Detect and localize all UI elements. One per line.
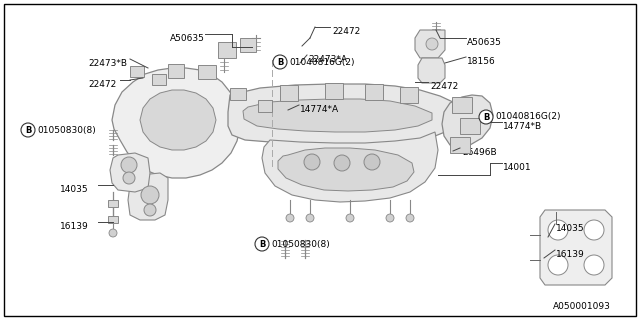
- Text: 22472: 22472: [88, 80, 116, 89]
- Bar: [168, 64, 184, 78]
- Bar: [450, 137, 470, 153]
- Polygon shape: [110, 153, 150, 192]
- Circle shape: [479, 110, 493, 124]
- Bar: [400, 87, 418, 103]
- Text: 01040816G(2): 01040816G(2): [495, 113, 561, 122]
- Polygon shape: [540, 210, 612, 285]
- Text: B: B: [25, 126, 31, 135]
- Text: 14035: 14035: [556, 224, 584, 233]
- Text: 18156: 18156: [467, 57, 496, 66]
- Polygon shape: [128, 173, 168, 220]
- Circle shape: [584, 255, 604, 275]
- Circle shape: [346, 214, 354, 222]
- Text: 01040816G(2): 01040816G(2): [289, 58, 355, 67]
- Text: 22472: 22472: [430, 82, 458, 91]
- Text: A50635: A50635: [170, 34, 205, 43]
- Polygon shape: [278, 148, 414, 191]
- Bar: [130, 66, 144, 77]
- Bar: [198, 65, 216, 79]
- Circle shape: [584, 220, 604, 240]
- Polygon shape: [442, 95, 493, 148]
- Bar: [108, 216, 118, 223]
- Text: 01050830(8): 01050830(8): [37, 125, 96, 134]
- Text: 22473*A: 22473*A: [308, 55, 347, 64]
- Circle shape: [123, 172, 135, 184]
- Bar: [460, 118, 480, 134]
- Circle shape: [386, 214, 394, 222]
- Text: B: B: [483, 113, 489, 122]
- Polygon shape: [112, 68, 240, 178]
- Bar: [230, 88, 246, 100]
- Circle shape: [306, 214, 314, 222]
- Circle shape: [334, 155, 350, 171]
- Bar: [325, 83, 343, 99]
- Bar: [240, 38, 256, 52]
- Polygon shape: [415, 30, 445, 58]
- Circle shape: [141, 186, 159, 204]
- Text: B: B: [259, 240, 265, 249]
- Text: 22472: 22472: [332, 27, 360, 36]
- Text: 01050830(8): 01050830(8): [271, 239, 330, 249]
- Text: A050001093: A050001093: [553, 302, 611, 311]
- Circle shape: [273, 55, 287, 69]
- Text: 14774*B: 14774*B: [503, 122, 542, 131]
- Bar: [280, 85, 298, 101]
- Text: 14035: 14035: [60, 185, 88, 194]
- Circle shape: [548, 220, 568, 240]
- Text: 14774*A: 14774*A: [300, 105, 339, 114]
- Text: 16139: 16139: [60, 222, 89, 231]
- Bar: [452, 97, 472, 113]
- Circle shape: [548, 255, 568, 275]
- Text: 26496B: 26496B: [462, 148, 497, 157]
- Circle shape: [121, 157, 137, 173]
- Circle shape: [21, 123, 35, 137]
- Circle shape: [255, 237, 269, 251]
- Text: 14001: 14001: [503, 163, 532, 172]
- Bar: [258, 100, 272, 112]
- Polygon shape: [418, 58, 445, 83]
- Bar: [152, 74, 166, 85]
- Polygon shape: [140, 90, 216, 150]
- Text: 16139: 16139: [556, 250, 585, 259]
- Polygon shape: [262, 132, 438, 202]
- Circle shape: [364, 154, 380, 170]
- Bar: [365, 84, 383, 100]
- Circle shape: [109, 229, 117, 237]
- Circle shape: [304, 154, 320, 170]
- Text: B: B: [277, 58, 283, 67]
- Circle shape: [426, 38, 438, 50]
- Circle shape: [286, 214, 294, 222]
- Circle shape: [406, 214, 414, 222]
- Bar: [108, 200, 118, 207]
- Polygon shape: [228, 84, 462, 144]
- Polygon shape: [243, 99, 432, 132]
- Bar: [218, 42, 236, 58]
- Text: A50635: A50635: [467, 38, 502, 47]
- Circle shape: [144, 204, 156, 216]
- Text: 22473*B: 22473*B: [88, 59, 127, 68]
